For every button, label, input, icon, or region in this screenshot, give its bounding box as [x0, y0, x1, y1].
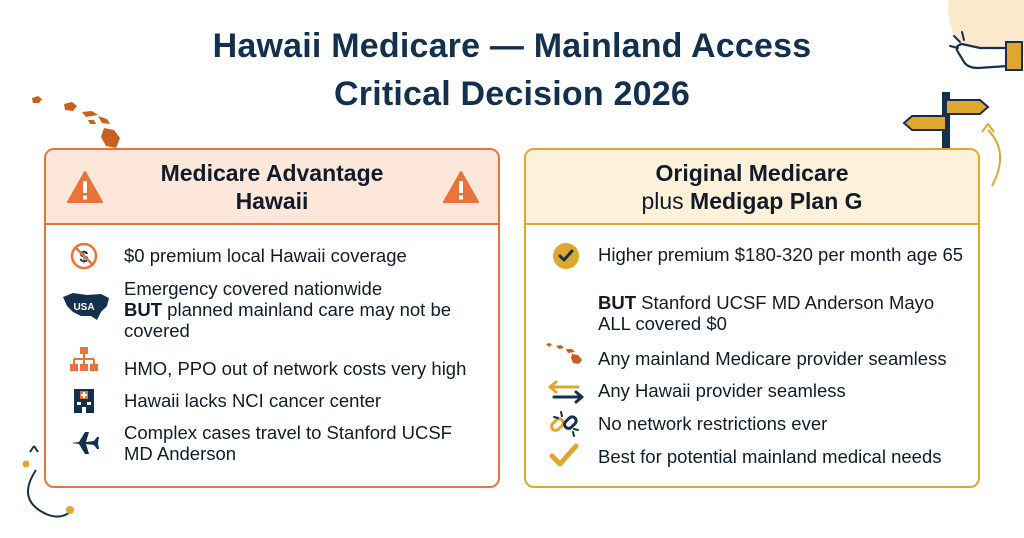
list-item: $0 premium local Hawaii coverage: [124, 245, 407, 266]
broken-chain-icon: [548, 408, 580, 440]
svg-text:USA: USA: [73, 302, 94, 313]
list-item: Hawaii lacks NCI cancer center: [124, 390, 382, 411]
airplane-icon: [68, 426, 100, 458]
hospital-icon: [68, 384, 100, 416]
pointing-hand-icon: [949, 31, 1023, 71]
warning-icon: [443, 171, 479, 203]
hawaii-islands-decoration: [32, 96, 120, 148]
original-medicare-heading: Original Medicare plus Medigap Plan G: [641, 159, 863, 214]
curved-arrow-decoration: [981, 122, 1002, 187]
warning-icon: [67, 171, 103, 203]
original-medicare-panel: Original Medicare plus Medigap Plan G Hi…: [524, 148, 980, 488]
no-dollar-icon: $: [68, 240, 100, 272]
list-item: Emergency covered nationwide BUT planned…: [124, 278, 452, 341]
list-item: Any Hawaii provider seamless: [598, 380, 846, 401]
medicare-advantage-header: Medicare Advantage Hawaii: [46, 150, 498, 225]
signpost-icon: [902, 92, 990, 152]
medicare-advantage-heading: Medicare Advantage Hawaii: [160, 159, 384, 214]
list-item: Higher premium $180-320 per month age 65: [598, 244, 964, 265]
list-item: HMO, PPO out of network costs very high: [124, 358, 467, 379]
list-item: No network restrictions ever: [598, 413, 828, 434]
hawaii-islands-icon: [544, 336, 584, 368]
page-title: Hawaii Medicare — Mainland Access Critic…: [0, 22, 1024, 118]
list-item: BUT Stanford UCSF MD Anderson Mayo ALL c…: [598, 292, 935, 334]
swirl-decoration: [22, 445, 74, 518]
title-line-1: Hawaii Medicare — Mainland Access: [212, 27, 812, 65]
list-item: Best for potential mainland medical need…: [598, 446, 942, 467]
check-circle-icon: [550, 240, 582, 272]
network-hierarchy-icon: [68, 344, 100, 376]
medicare-advantage-panel: Medicare Advantage Hawaii $ $0 premium l…: [44, 148, 500, 488]
checkmark-icon: [548, 440, 580, 472]
usa-map-icon: USA: [60, 290, 112, 322]
original-medicare-header: Original Medicare plus Medigap Plan G: [526, 150, 978, 225]
list-item: Complex cases travel to Stanford UCSF MD…: [124, 422, 452, 464]
list-item: Any mainland Medicare provider seamless: [598, 348, 947, 369]
title-line-2: Critical Decision 2026: [334, 75, 690, 113]
swap-arrows-icon: [546, 376, 586, 408]
